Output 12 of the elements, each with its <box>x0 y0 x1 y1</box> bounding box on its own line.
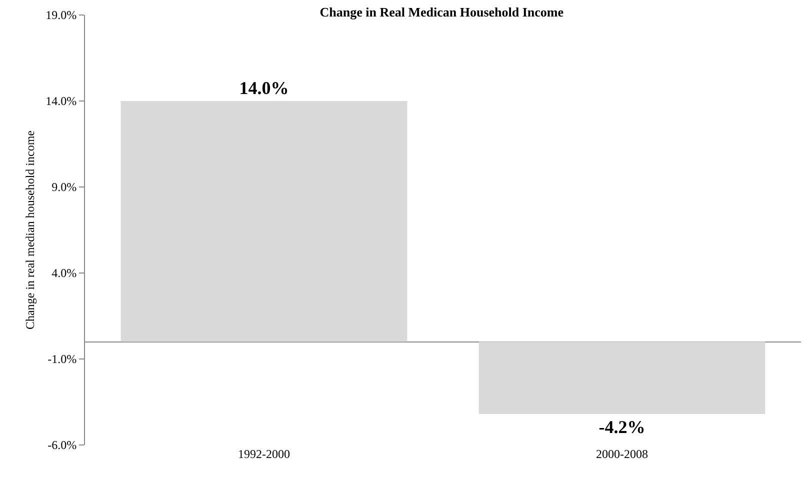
x-tick-label: 1992-2000 <box>238 447 290 461</box>
data-label: -4.2% <box>598 417 646 438</box>
y-tick-label: 19.0% <box>46 8 77 22</box>
y-tick-label: -6.0% <box>48 438 77 452</box>
y-tick-label: 9.0% <box>52 180 77 194</box>
x-tick-label: 2000-2008 <box>596 447 648 461</box>
data-label: 14.0% <box>239 78 289 98</box>
y-tick-label: 14.0% <box>46 94 77 108</box>
chart-title: Change in Real Medican Household Income <box>320 4 564 20</box>
y-axis-title: Change in real median household income <box>22 130 37 330</box>
y-tick-label: -1.0% <box>48 352 77 366</box>
y-tick-label: 4.0% <box>52 266 77 280</box>
